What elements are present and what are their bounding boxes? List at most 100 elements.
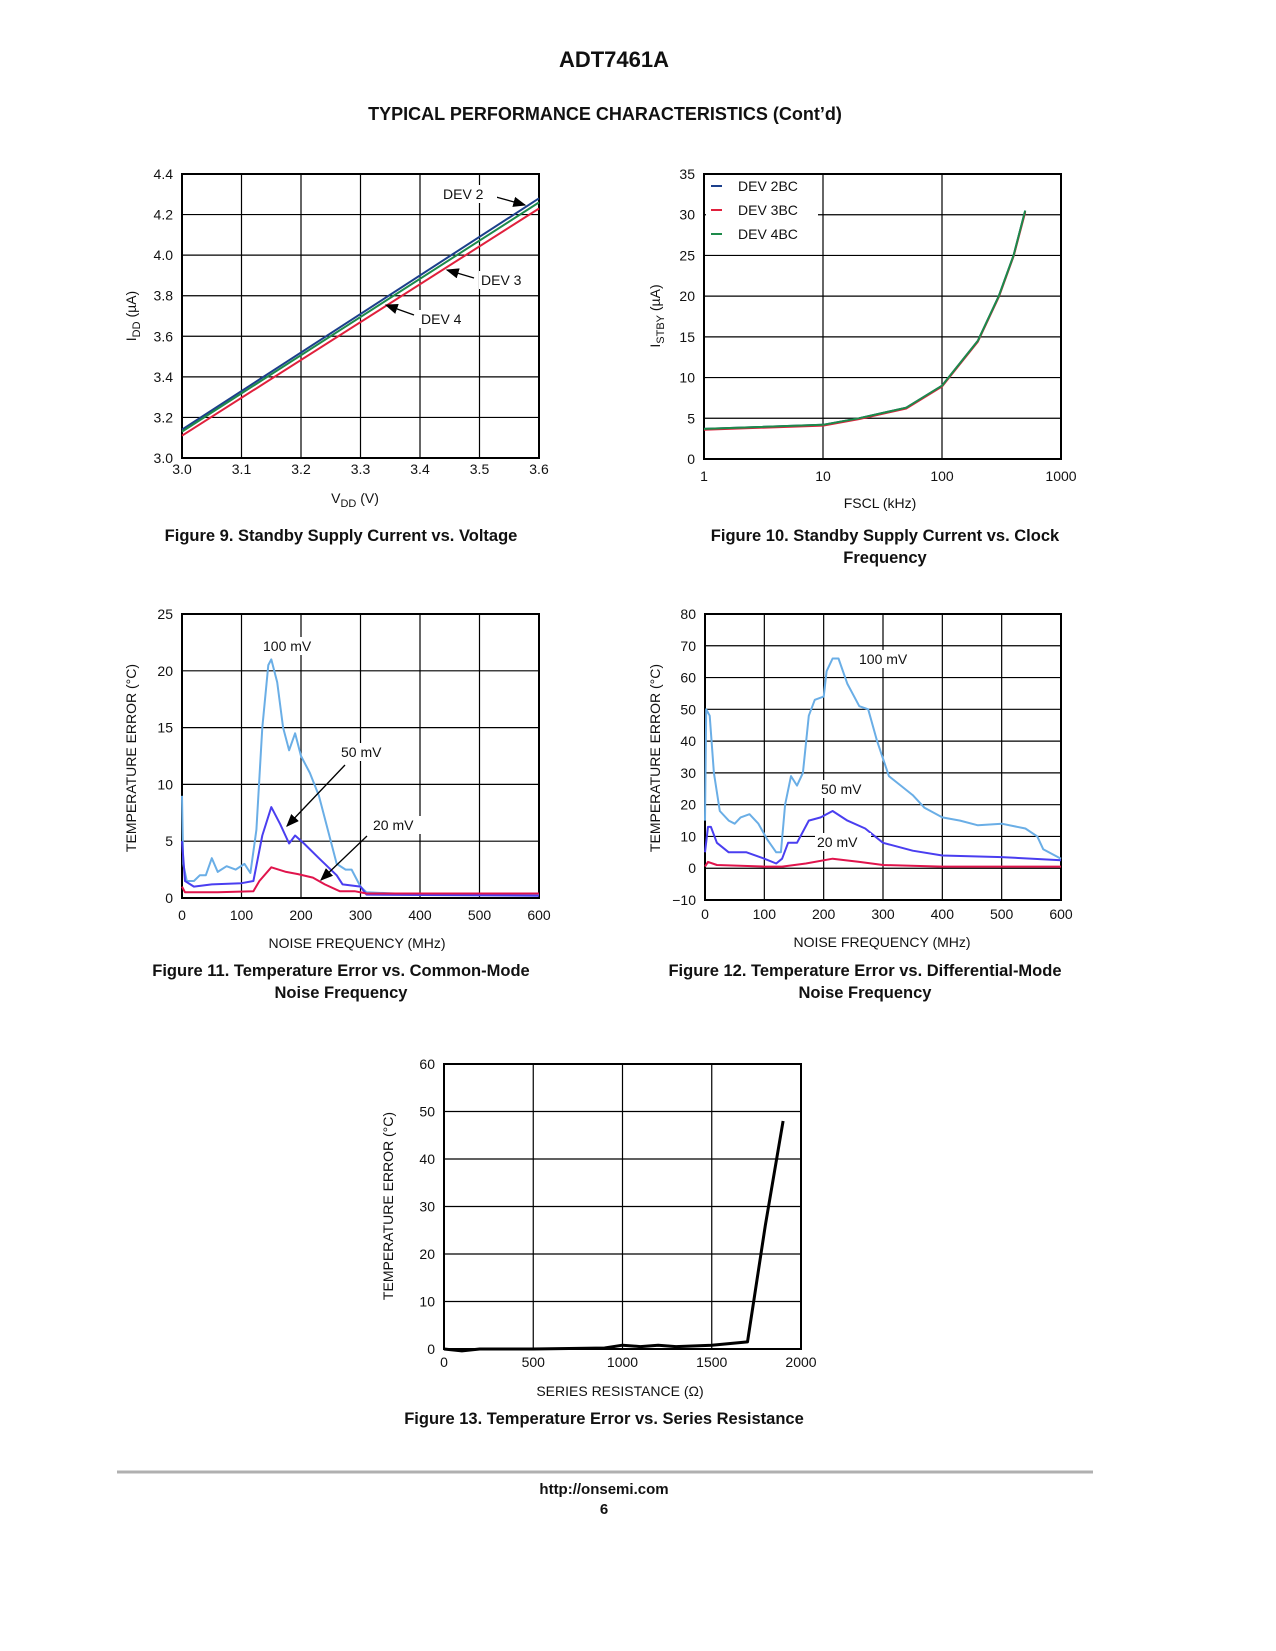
section-title: TYPICAL PERFORMANCE CHARACTERISTICS (Con…: [368, 104, 842, 124]
y-tick-label: 3.2: [154, 409, 174, 425]
x-tick-label: 300: [871, 906, 895, 922]
plot-frame: [181, 613, 540, 899]
annotation-bg: [857, 650, 913, 668]
y-axis-label: ISTBY (µA): [647, 284, 667, 347]
y-tick-label: 30: [680, 765, 696, 781]
y-tick-label: 20: [157, 663, 173, 679]
y-tick-label: 10: [419, 1294, 435, 1310]
annotation-arrow: [320, 835, 368, 881]
y-tick-label: 10: [680, 828, 696, 844]
series-line-20-mv: [181, 866, 539, 895]
series-line-50-mv: [181, 806, 540, 897]
y-tick-label: 4.4: [154, 166, 174, 182]
x-axis-label-suffix: (V): [356, 490, 379, 506]
y-tick-label: 0: [427, 1341, 435, 1357]
x-tick-label: 1: [700, 468, 708, 484]
legend-label: DEV 4BC: [738, 226, 798, 242]
y-tick-label: 3.0: [154, 450, 174, 466]
series-line-dev-4bc: [703, 210, 1027, 430]
annotation-bg: [261, 637, 317, 655]
y-tick-label: 3.4: [154, 369, 174, 385]
y-axis-label: TEMPERATURE ERROR (°C): [380, 1112, 396, 1300]
y-tick-label: 50: [419, 1104, 435, 1120]
y-axis-label-sub: STBY: [655, 314, 667, 343]
figure-caption: Noise Frequency: [799, 984, 933, 1002]
x-axis-label: NOISE FREQUENCY (MHz): [268, 935, 445, 951]
y-tick-label: 80: [680, 606, 696, 622]
chart-figure-9: 3.0 3.1 3.2 3.3 3.4 3.5 3.6 3.0 3.2 3.4 3.6 3.8 4.0 4…: [123, 166, 549, 545]
x-tick-label: 100: [930, 468, 954, 484]
y-tick-label: 0: [165, 890, 173, 906]
series-line-dev-4: [181, 201, 540, 433]
y-axis-label-main: I: [647, 344, 663, 348]
chart-figure-10: 1 10 100 1000 0 5 10 15 20 25 30 35 DEV 2BC DEV 3BC DE…: [647, 166, 1077, 567]
annotation-label: 50 mV: [821, 781, 862, 797]
x-tick-label: 1000: [607, 1354, 638, 1370]
annotation-bg: [441, 185, 497, 203]
figure-caption: Frequency: [843, 549, 927, 567]
x-axis-label: VDD (V): [331, 490, 379, 510]
y-tick-label: 30: [419, 1199, 435, 1215]
x-tick-label: 3.6: [529, 461, 549, 477]
y-tick-label: 5: [687, 410, 695, 426]
annotation-bg: [419, 310, 475, 328]
page-number: 6: [600, 1501, 608, 1518]
annotation-label: DEV 2: [443, 186, 484, 202]
y-tick-label: 0: [687, 451, 695, 467]
x-tick-label: 200: [289, 907, 313, 923]
legend-label: DEV 3BC: [738, 202, 798, 218]
series-line-temperature-error: [443, 1120, 785, 1353]
figure-caption: Noise Frequency: [275, 984, 409, 1002]
x-axis-label: SERIES RESISTANCE (Ω): [536, 1383, 703, 1399]
y-tick-label: 3.8: [154, 288, 174, 304]
plot-frame: [443, 1063, 802, 1350]
figure-caption: Figure 9. Standby Supply Current vs. Vol…: [165, 527, 518, 545]
y-tick-label: 50: [680, 701, 696, 717]
x-tick-label: 500: [468, 907, 492, 923]
y-tick-label: 70: [680, 638, 696, 654]
x-axis-label-main: NOISE FREQUENCY (MHz): [268, 935, 445, 951]
y-tick-label: 15: [157, 720, 173, 736]
annotation-bg: [479, 271, 535, 289]
annotation-label: 100 mV: [263, 638, 312, 654]
annotation-bg: [815, 833, 871, 851]
y-axis-label-main: TEMPERATURE ERROR (°C): [123, 664, 139, 852]
chart-figure-12: 0 100 200 300 400 500 600 −10 0 10 20 30 40 50 60 70 80 1…: [647, 606, 1073, 1002]
document-title: ADT7461A: [559, 47, 669, 72]
x-tick-label: 1000: [1045, 468, 1076, 484]
y-tick-label: 40: [419, 1151, 435, 1167]
x-tick-label: 10: [815, 468, 831, 484]
figure-caption: Figure 13. Temperature Error vs. Series …: [404, 1410, 804, 1428]
y-axis-label-main: TEMPERATURE ERROR (°C): [380, 1112, 396, 1300]
annotation-arrow: [445, 268, 475, 279]
series-line-20-mv: [704, 857, 1061, 868]
x-tick-label: 300: [349, 907, 373, 923]
footer-url[interactable]: http://onsemi.com: [539, 1481, 668, 1498]
annotation-label: 20 mV: [373, 817, 414, 833]
y-tick-label: 20: [419, 1246, 435, 1262]
x-tick-label: 600: [1049, 906, 1073, 922]
series-line-dev-2: [181, 197, 540, 431]
series-line-100-mv: [704, 657, 1062, 860]
y-tick-label: 20: [680, 797, 696, 813]
y-tick-label: 3.6: [154, 328, 174, 344]
x-tick-label: 0: [178, 907, 186, 923]
x-axis-label: FSCL (kHz): [844, 495, 917, 511]
y-tick-label: 40: [680, 733, 696, 749]
x-tick-label: 500: [990, 906, 1014, 922]
y-tick-label: 60: [419, 1056, 435, 1072]
x-axis-label: NOISE FREQUENCY (MHz): [793, 934, 970, 950]
annotation-label: 20 mV: [817, 834, 858, 850]
y-axis-label-suffix: (µA): [647, 284, 663, 315]
chart-figure-13: 0 500 1000 1500 2000 0 10 20 30 40 50 60 SERIES RESI…: [380, 1056, 817, 1428]
x-axis-label-main: V: [331, 490, 341, 506]
x-tick-label: 0: [440, 1354, 448, 1370]
x-tick-label: 3.0: [172, 461, 192, 477]
series-line-50-mv: [704, 810, 1062, 865]
y-tick-label: 25: [679, 247, 695, 263]
y-tick-label: 35: [679, 166, 695, 182]
annotation-bg: [339, 743, 395, 761]
y-axis-label-sub: DD: [131, 321, 143, 337]
x-tick-label: 400: [408, 907, 432, 923]
